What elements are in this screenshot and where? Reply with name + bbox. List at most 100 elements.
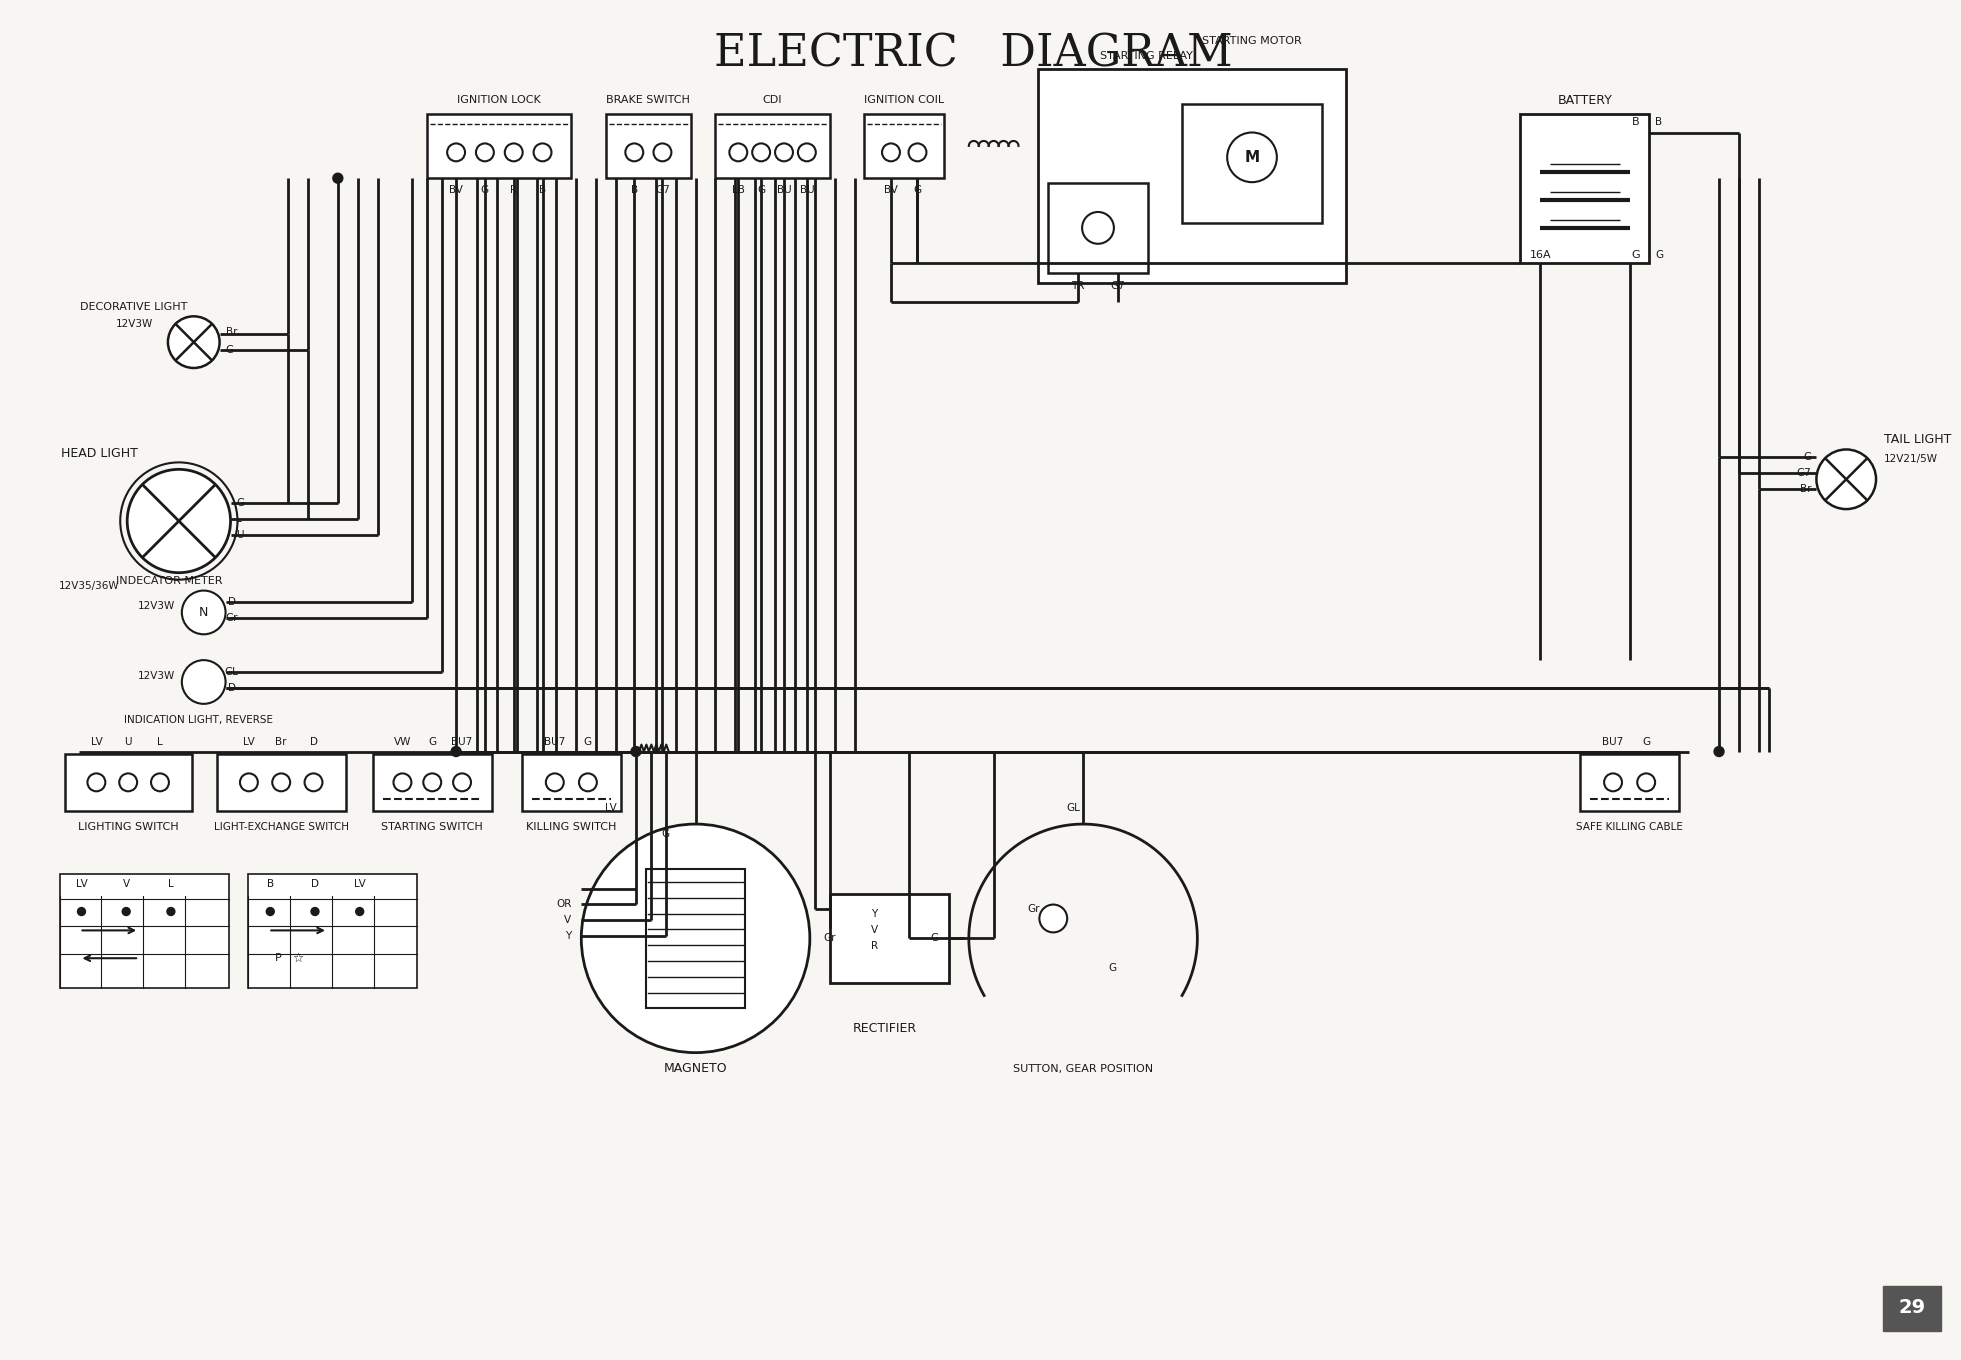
Circle shape [151,774,169,792]
Bar [427,114,571,178]
Text: G: G [1632,250,1639,260]
Circle shape [167,907,175,915]
Text: SUTTON, GEAR POSITION: SUTTON, GEAR POSITION [1014,1064,1153,1073]
Text: G: G [1108,963,1118,974]
Text: G: G [1641,737,1651,747]
Text: ELECTRIC   DIAGRAM: ELECTRIC DIAGRAM [714,33,1233,76]
Text: 12V35/36W: 12V35/36W [59,581,120,590]
Text: P: P [275,953,282,963]
Text: D: D [312,879,320,888]
Text: V: V [565,915,571,925]
Circle shape [78,907,86,915]
Circle shape [729,143,747,162]
Text: U: U [237,530,243,540]
Circle shape [578,774,596,792]
Circle shape [273,774,290,792]
Text: U: U [124,737,131,747]
Text: G: G [1655,250,1663,260]
Circle shape [1082,212,1114,243]
Text: STARTING SWITCH: STARTING SWITCH [380,821,482,832]
Text: MAGNETO: MAGNETO [663,1062,728,1074]
Text: Br: Br [1800,484,1812,494]
Text: LV: LV [606,804,618,813]
Circle shape [447,143,465,162]
Bar [373,753,492,811]
Bar [216,753,345,811]
Circle shape [1816,449,1877,509]
Text: Br: Br [226,328,237,337]
Text: Gr: Gr [1028,903,1039,914]
Text: INDECATOR METER: INDECATOR METER [116,575,222,586]
Text: BATTERY: BATTERY [1557,94,1612,107]
Text: HEAD LIGHT: HEAD LIGHT [61,447,137,460]
Text: V: V [124,879,129,888]
Text: G: G [757,185,765,194]
Bar [645,869,745,1008]
Circle shape [304,774,322,792]
Circle shape [545,774,563,792]
Text: 12V3W: 12V3W [116,320,153,329]
Bar [522,753,622,811]
Text: B: B [267,879,275,888]
Text: CDI: CDI [763,95,782,105]
Bar [1883,1287,1941,1331]
Text: G7: G7 [1110,280,1126,291]
Circle shape [653,143,671,162]
Circle shape [908,143,926,162]
Text: G: G [1804,453,1812,462]
Text: 12V3W: 12V3W [137,601,175,612]
Text: Br: Br [275,737,286,747]
Circle shape [1228,132,1277,182]
Text: G: G [661,830,671,839]
Circle shape [453,774,471,792]
Text: R: R [510,185,518,194]
Text: BV: BV [449,185,463,194]
Bar [1182,103,1322,223]
Text: DECORATIVE LIGHT: DECORATIVE LIGHT [80,302,188,313]
Bar [830,894,949,983]
Text: V: V [871,925,879,936]
Circle shape [631,747,641,756]
Circle shape [182,660,226,704]
Text: STARTING MOTOR: STARTING MOTOR [1202,37,1302,46]
Circle shape [580,824,810,1053]
Text: B: B [1655,117,1663,126]
Text: LV: LV [90,737,102,747]
Bar [606,114,690,178]
Circle shape [504,143,524,162]
Text: 29: 29 [1898,1299,1926,1318]
Circle shape [88,774,106,792]
Text: Gr: Gr [226,613,237,623]
Text: GL: GL [226,666,239,677]
Bar [865,114,943,178]
Circle shape [775,143,792,162]
Circle shape [626,143,643,162]
Circle shape [182,590,226,634]
Text: L: L [157,737,163,747]
Bar [1581,753,1679,811]
Circle shape [394,774,412,792]
Text: LB: LB [731,185,745,194]
Text: ☆: ☆ [292,952,304,964]
Bar [249,873,418,987]
Text: G: G [584,737,592,747]
Circle shape [533,143,551,162]
Text: 12V3W: 12V3W [137,670,175,681]
Circle shape [312,907,320,915]
Circle shape [169,317,220,369]
Text: L: L [237,514,243,524]
Text: D: D [227,683,235,694]
Text: N: N [198,607,208,619]
Circle shape [355,907,363,915]
Circle shape [120,774,137,792]
Text: LV: LV [76,879,88,888]
Circle shape [451,747,461,756]
Text: Y: Y [565,932,571,941]
Text: KILLING SWITCH: KILLING SWITCH [526,821,616,832]
Text: D: D [310,737,318,747]
Text: BU: BU [800,185,814,194]
Text: BU: BU [777,185,792,194]
Bar [65,753,192,811]
Text: BV: BV [884,185,898,194]
Text: G: G [427,737,435,747]
